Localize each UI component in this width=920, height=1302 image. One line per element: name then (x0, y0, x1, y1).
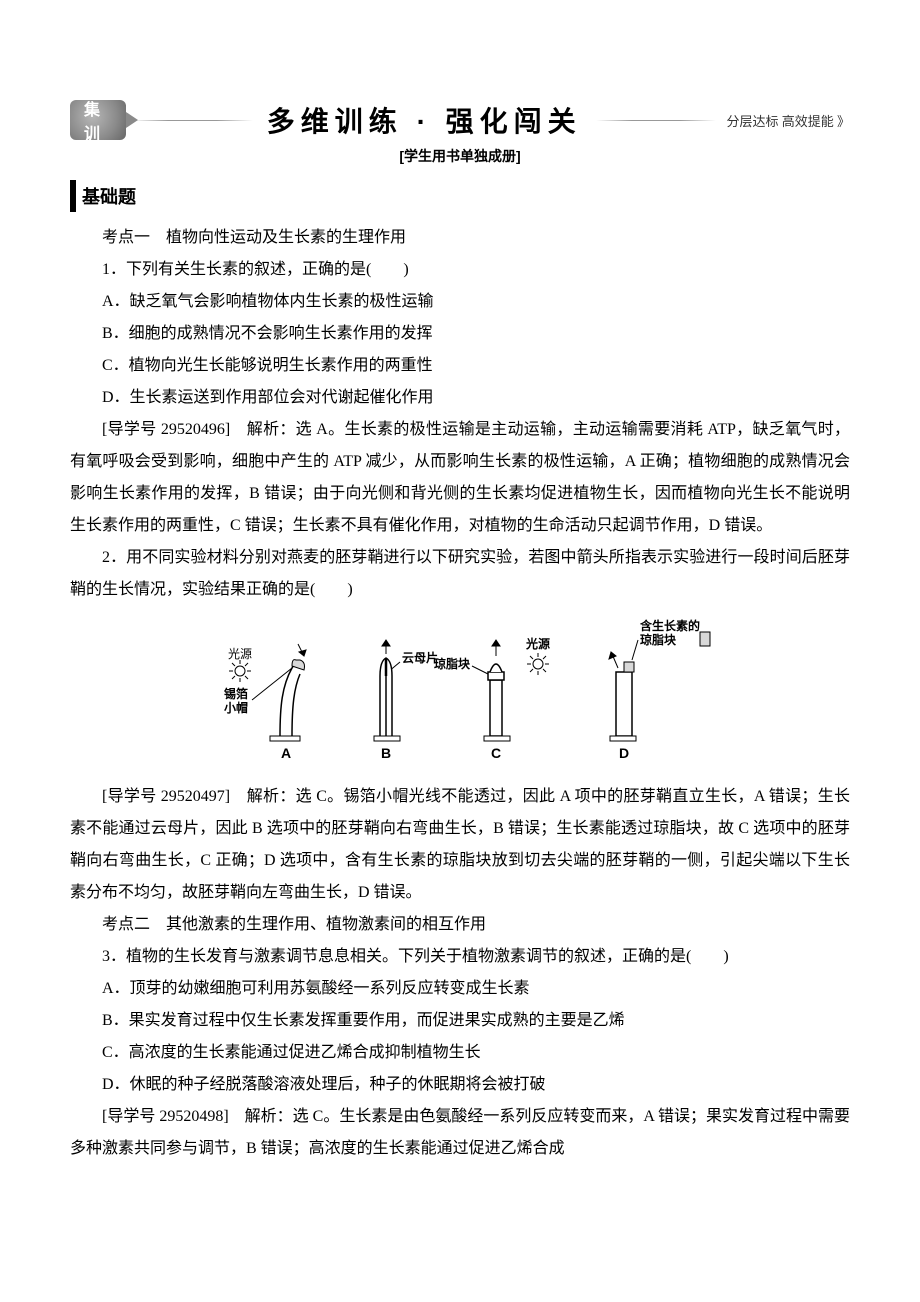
q1-stem: 1．下列有关生长素的叙述，正确的是( ) (70, 254, 850, 286)
arrow-D (609, 652, 618, 668)
divider-left (132, 120, 253, 121)
label-A: A (281, 745, 291, 761)
label-agar-auxin2: 琼脂块 (640, 632, 677, 647)
q1-optB: B．细胞的成熟情况不会影响生长素作用的发挥 (70, 318, 850, 350)
base-D (610, 736, 636, 741)
coleoptile-A (280, 663, 302, 736)
sun-icon (229, 660, 251, 682)
base-C (484, 736, 510, 741)
q1-optA: A．缺乏氧气会影响植物体内生长素的极性运输 (70, 286, 850, 318)
q3-explain: [导学号 29520498] 解析：选 C。生长素是由色氨酸经一系列反应转变而来… (70, 1101, 850, 1165)
label-agar-auxin1: 含生长素的 (640, 618, 700, 633)
label-foil1: 锡箔 (224, 686, 248, 701)
arrow-C (492, 640, 500, 656)
agar-auxin-icon (700, 632, 710, 646)
q2-figure: 光源 锡箔 小帽 A (70, 616, 850, 771)
page-title: 多维训练 · 强化闯关 (253, 100, 596, 140)
subtitle-center: [学生用书单独成册] (70, 146, 850, 166)
arrow-A (298, 644, 306, 656)
base-A (270, 736, 300, 741)
coleoptile-C (488, 664, 504, 736)
subtitle-right: 分层达标 高效提能 》 (716, 111, 850, 130)
label-light-C: 光源 (525, 636, 550, 651)
topic1-heading: 考点一 植物向性运动及生长素的生理作用 (70, 222, 850, 254)
q2-explain: [导学号 29520497] 解析：选 C。锡箔小帽光线不能透过，因此 A 项中… (70, 781, 850, 909)
sun-icon-C (527, 653, 549, 675)
agar-on-tip (624, 662, 634, 672)
q1-optD: D．生长素运送到作用部位会对代谢起催化作用 (70, 382, 850, 414)
label-B: B (381, 745, 391, 761)
panel-C: 琼脂块 光源 (434, 636, 550, 761)
label-light-A: 光源 (228, 647, 252, 661)
training-badge: 集训 (70, 100, 126, 140)
q1-explain: [导学号 29520496] 解析：选 A。生长素的极性运输是主动运输，主动运输… (70, 414, 850, 542)
q3-optA: A．顶芽的幼嫩细胞可利用苏氨酸经一系列反应转变成生长素 (70, 973, 850, 1005)
leader-agar-auxin (632, 640, 638, 660)
base-B (374, 736, 400, 741)
panel-D: 含生长素的 琼脂块 D (609, 618, 710, 761)
panel-A: 光源 锡箔 小帽 A (224, 644, 306, 761)
q3-optB: B．果实发育过程中仅生长素发挥重要作用，而促进果实成熟的主要是乙烯 (70, 1005, 850, 1037)
q3-stem: 3．植物的生长发育与激素调节息息相关。下列关于植物激素调节的叙述，正确的是( ) (70, 941, 850, 973)
q3-optC: C．高浓度的生长素能通过促进乙烯合成抑制植物生长 (70, 1037, 850, 1069)
divider-right (596, 120, 717, 121)
header-row: 集训 多维训练 · 强化闯关 分层达标 高效提能 》 (70, 100, 850, 140)
panel-B: 云母片 B (374, 640, 438, 761)
arrow-B (382, 640, 390, 654)
foil-cap-icon (292, 660, 305, 670)
q2-stem: 2．用不同实验材料分别对燕麦的胚芽鞘进行以下研究实验，若图中箭头所指表示实验进行… (70, 542, 850, 606)
leader-agar (472, 666, 488, 674)
label-mica: 云母片 (402, 650, 438, 665)
badge-text: 集训 (84, 96, 112, 144)
q3-optD: D．休眠的种子经脱落酸溶液处理后，种子的休眠期将会被打破 (70, 1069, 850, 1101)
coleoptile-diagram: 光源 锡箔 小帽 A (200, 616, 720, 766)
label-D: D (619, 745, 629, 761)
coleoptile-D (616, 672, 632, 736)
topic2-heading: 考点二 其他激素的生理作用、植物激素间的相互作用 (70, 909, 850, 941)
badge-arrow-icon (126, 112, 138, 128)
label-foil2: 小帽 (224, 700, 248, 715)
label-C: C (491, 745, 501, 761)
label-agar: 琼脂块 (434, 656, 471, 671)
q1-optC: C．植物向光生长能够说明生长素作用的两重性 (70, 350, 850, 382)
section-basic-label: 基础题 (70, 180, 144, 212)
